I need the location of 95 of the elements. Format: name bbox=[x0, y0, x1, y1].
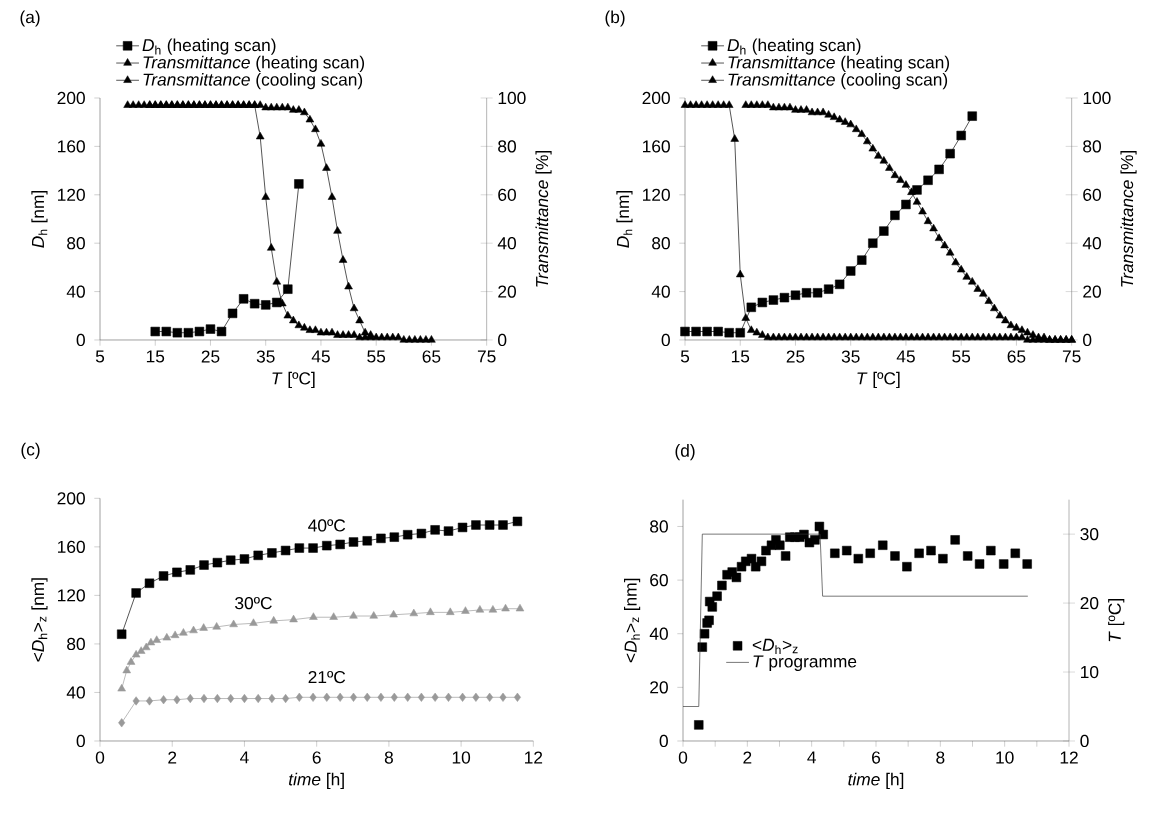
y-tick-label: 40 bbox=[66, 686, 85, 699]
x-tick-label: 10 bbox=[452, 751, 471, 764]
y-tick-label: 40 bbox=[66, 285, 85, 298]
y2-tick-label: 60 bbox=[1083, 188, 1101, 201]
y2-axis-title: Transmittance [%] bbox=[535, 151, 552, 287]
y-tick-label: 0 bbox=[76, 734, 85, 748]
y-tick-label: 160 bbox=[58, 540, 85, 553]
x-axis-title: time [h] bbox=[848, 772, 904, 789]
y-tick-label: 60 bbox=[650, 573, 668, 587]
series-label: 40ºC bbox=[308, 519, 346, 532]
y-tick-label: 20 bbox=[650, 681, 668, 694]
y2-tick-label: 40 bbox=[1082, 237, 1101, 250]
x-tick-label: 2 bbox=[743, 751, 752, 764]
y2-tick-label: 20 bbox=[1080, 596, 1099, 610]
y2-tick-label: 10 bbox=[1081, 665, 1099, 679]
y2-tick-label: 100 bbox=[1083, 91, 1111, 105]
y-tick-label: 80 bbox=[67, 637, 85, 651]
y-tick-label: 40 bbox=[649, 627, 668, 640]
y2-tick-label: 100 bbox=[498, 91, 526, 105]
x-tick-label: 15 bbox=[146, 350, 165, 363]
chart-title: (b) bbox=[605, 10, 625, 27]
x-tick-label: 6 bbox=[312, 751, 321, 764]
y-tick-label: 200 bbox=[57, 492, 85, 505]
y2-tick-label: 30 bbox=[1080, 527, 1099, 541]
legend-label: Transmittance (heating scan) bbox=[728, 55, 950, 72]
y-tick-label: 200 bbox=[57, 91, 85, 105]
x-tick-label: 65 bbox=[422, 350, 441, 363]
y-tick-label: 160 bbox=[58, 140, 85, 153]
x-tick-label: 45 bbox=[896, 350, 915, 363]
y2-tick-label: 0 bbox=[498, 333, 507, 347]
y2-tick-label: 80 bbox=[498, 140, 516, 153]
x-tick-label: 8 bbox=[384, 751, 393, 764]
x-tick-label: 5 bbox=[95, 350, 105, 363]
y-tick-label: 0 bbox=[661, 333, 670, 347]
x-tick-label: 12 bbox=[525, 751, 543, 764]
y-tick-label: 80 bbox=[652, 237, 670, 250]
y-tick-label: 120 bbox=[58, 188, 85, 201]
y-tick-label: 120 bbox=[643, 188, 670, 201]
y2-tick-label: 80 bbox=[1083, 140, 1101, 153]
y2-tick-label: 20 bbox=[498, 285, 516, 298]
y-axis-title: D$_{h}$ [nm] bbox=[31, 191, 48, 248]
y2-tick-label: 0 bbox=[1083, 333, 1092, 347]
y2-tick-label: 40 bbox=[497, 237, 516, 250]
y2-tick-label: 20 bbox=[1083, 285, 1101, 298]
legend-label: Transmittance (cooling scan) bbox=[143, 72, 363, 90]
x-tick-label: 35 bbox=[841, 350, 860, 363]
y2-axis-title: T [ºC] bbox=[1108, 599, 1125, 642]
x-tick-label: 55 bbox=[952, 350, 971, 363]
x-tick-label: 15 bbox=[731, 350, 750, 363]
x-tick-label: 0 bbox=[95, 751, 105, 764]
y-tick-label: 80 bbox=[67, 237, 85, 250]
x-tick-label: 35 bbox=[256, 350, 275, 363]
x-axis-title: T [ºC] bbox=[272, 371, 315, 388]
legend-label: Transmittance (heating scan) bbox=[143, 55, 365, 72]
x-tick-label: 25 bbox=[201, 350, 220, 363]
y-axis-title: <D$_{h}$>$_{z}$ [nm] bbox=[31, 578, 48, 662]
x-axis-title: time [h] bbox=[289, 772, 344, 789]
y2-tick-label: 60 bbox=[498, 188, 516, 201]
x-tick-label: 75 bbox=[1062, 350, 1081, 363]
legend-label: T programme bbox=[753, 655, 857, 671]
y-tick-label: 40 bbox=[651, 285, 670, 298]
x-tick-label: 75 bbox=[477, 350, 496, 363]
x-tick-label: 4 bbox=[240, 751, 249, 764]
chart-title: (c) bbox=[21, 442, 40, 459]
y-tick-label: 200 bbox=[642, 91, 670, 105]
x-tick-label: 0 bbox=[678, 751, 688, 764]
legend-label: <D$_{h}$>$_{z}$ bbox=[752, 638, 798, 655]
chart-title: (a) bbox=[20, 10, 40, 27]
chart-title: (d) bbox=[675, 444, 695, 461]
y2-tick-label: 0 bbox=[1080, 734, 1089, 748]
legend-label: D$_{h}$ (heating scan) bbox=[727, 38, 861, 55]
y-axis-title: <D$_{h}$>$_{z}$ [nm] bbox=[624, 578, 641, 663]
y-axis-title: D$_{h}$ [nm] bbox=[616, 191, 633, 248]
x-axis-title: T [ºC] bbox=[857, 371, 900, 388]
series-label: 30ºC bbox=[235, 596, 272, 610]
x-tick-label: 5 bbox=[680, 350, 690, 363]
y-tick-label: 0 bbox=[659, 734, 668, 748]
x-tick-label: 55 bbox=[367, 350, 386, 363]
x-tick-label: 8 bbox=[936, 751, 945, 764]
x-tick-label: 2 bbox=[168, 751, 177, 764]
x-tick-label: 65 bbox=[1007, 350, 1026, 363]
y2-axis-title: Transmittance [%] bbox=[1120, 151, 1137, 287]
y-tick-label: 0 bbox=[76, 333, 85, 347]
legend-label: D$_{h}$ (heating scan) bbox=[142, 38, 276, 55]
x-tick-label: 6 bbox=[872, 751, 881, 764]
x-tick-label: 12 bbox=[1060, 751, 1078, 764]
y-tick-label: 80 bbox=[650, 520, 668, 533]
y-tick-label: 120 bbox=[58, 589, 85, 602]
y-tick-label: 160 bbox=[643, 140, 670, 153]
legend-label: Transmittance (cooling scan) bbox=[728, 72, 948, 90]
series-label: 21ºC bbox=[308, 670, 346, 684]
x-tick-label: 25 bbox=[786, 350, 805, 363]
x-tick-label: 4 bbox=[807, 751, 816, 764]
x-tick-label: 45 bbox=[311, 350, 330, 363]
x-tick-label: 10 bbox=[996, 751, 1014, 764]
